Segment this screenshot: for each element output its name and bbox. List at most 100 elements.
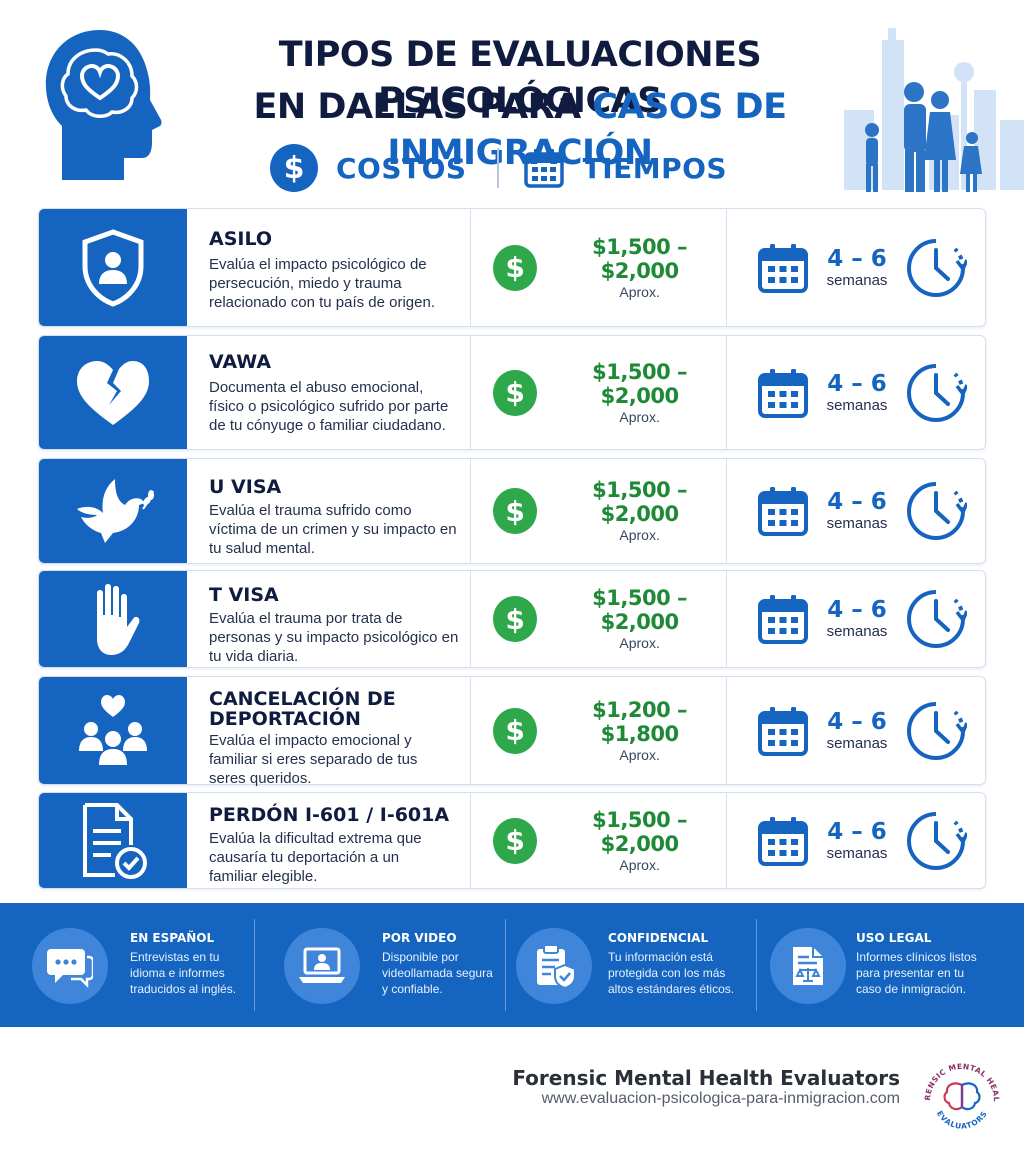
- clock-icon: [907, 482, 967, 540]
- calendar-icon: [758, 814, 808, 866]
- times-label: TIEMPOS: [582, 151, 728, 185]
- row-description: Evalúa el impacto emocional y familiar s…: [209, 732, 418, 787]
- time-range: 4 – 6: [827, 597, 887, 623]
- row-cost-column: $ $1,500 – $2,000 Aprox.: [471, 571, 727, 667]
- row-cost-column: $ $1,500 – $2,000 Aprox.: [471, 793, 727, 888]
- brand-url[interactable]: www.evaluacion-psicologica-para-inmigrac…: [541, 1090, 900, 1107]
- calendar-icon: [523, 149, 564, 188]
- brand-name: Forensic Mental Health Evaluators: [512, 1066, 900, 1090]
- broken-heart-icon: [77, 360, 149, 425]
- dove-icon: [77, 479, 154, 543]
- row-description: Evalúa el trauma por trata de personas y…: [209, 610, 459, 665]
- cost-range: $1,200 – $1,800: [592, 697, 688, 746]
- time-unit: semanas: [826, 396, 888, 414]
- divider: [496, 148, 499, 188]
- row-icon-box: [39, 336, 187, 449]
- evaluation-row-perdon-i601: PERDÓN I-601 / I-601A Evalúa la dificult…: [38, 792, 986, 889]
- feature-icon-circle: [284, 928, 360, 1004]
- dollar-icon: $: [493, 488, 538, 534]
- feature-uso-legal: USO LEGAL Informes clínicos listos para …: [736, 903, 986, 1027]
- row-time-column: 4 – 6 semanas: [727, 793, 985, 888]
- row-title-line1: CANCELACIÓN DE: [209, 688, 396, 710]
- row-description: Evalúa el trauma sufrido como víctima de…: [209, 502, 457, 557]
- feature-description: Tu información está protegida con los má…: [608, 950, 735, 996]
- row-cost-column: $ $1,500 – $2,000 Aprox.: [471, 336, 727, 449]
- cost-range: $1,500 – $2,000: [592, 807, 688, 856]
- stop-hand-icon: [97, 584, 140, 655]
- clock-icon: [907, 811, 967, 870]
- cost-range: $1,500 – $2,000: [592, 478, 688, 526]
- logo-text-top: FORENSIC MENTAL HEALTH: [916, 1055, 1001, 1102]
- page-title-line1: TIPOS DE EVALUACIONES PSICOLÓGICAS: [278, 35, 762, 121]
- feature-title: USO LEGAL: [856, 931, 932, 945]
- row-description: Evalúa la dificultad extrema que causarí…: [209, 830, 422, 885]
- brand-logo: FORENSIC MENTAL HEALTH EVALUATORS: [916, 1055, 1001, 1131]
- row-description: Documenta el abuso emocional, físico o p…: [209, 379, 449, 434]
- cost-range: $1,500 – $2,000: [592, 359, 688, 408]
- dollar-icon: $: [493, 596, 538, 642]
- time-range: 4 – 6: [827, 818, 887, 845]
- time-unit: semanas: [826, 844, 888, 862]
- cost-note: Aprox.: [619, 527, 660, 543]
- clipboard-shield-icon: [537, 944, 576, 989]
- calendar-icon: [758, 485, 808, 536]
- laptop-video-icon: [299, 947, 345, 983]
- feature-title: POR VIDEO: [382, 931, 457, 945]
- time-range: 4 – 6: [827, 489, 887, 515]
- row-time-column: 4 – 6 semanas: [727, 209, 985, 326]
- evaluation-row-cancelacion-deportacion: CANCELACIÓN DE DEPORTACIÓN Evalúa el imp…: [38, 676, 986, 787]
- evaluation-row-t-visa: T VISA Evalúa el trauma por trata de per…: [38, 570, 986, 668]
- chat-bubbles-icon: [47, 949, 93, 989]
- brain-heart-head-icon: [45, 30, 162, 180]
- row-icon-box: [39, 459, 187, 563]
- row-title: ASILO: [209, 228, 273, 250]
- row-description-column: VAWA Documenta el abuso emocional, físic…: [187, 336, 471, 449]
- time-unit: semanas: [826, 623, 888, 640]
- feature-icon-circle: [770, 928, 846, 1004]
- evaluation-row-u-visa: U VISA Evalúa el trauma sufrido como víc…: [38, 458, 986, 564]
- row-cost-column: $ $1,200 – $1,800 Aprox.: [471, 677, 727, 784]
- calendar-icon: [758, 593, 808, 644]
- cost-note: Aprox.: [619, 746, 660, 763]
- feature-icon-circle: [516, 928, 592, 1004]
- family-heart-icon: [79, 694, 147, 765]
- row-title-line2: DEPORTACIÓN: [209, 708, 361, 730]
- cost-note: Aprox.: [619, 856, 660, 873]
- row-time-column: 4 – 6 semanas: [727, 459, 985, 563]
- row-icon-box: [39, 793, 187, 888]
- feature-por-video: POR VIDEO Disponible por videollamada se…: [252, 903, 502, 1027]
- row-description-column: U VISA Evalúa el trauma sufrido como víc…: [187, 459, 471, 563]
- subheader: $ COSTOS TIEMPOS: [270, 142, 730, 194]
- header: TIPOS DE EVALUACIONES PSICOLÓGICAS EN DA…: [0, 0, 1024, 205]
- row-time-column: 4 – 6 semanas: [727, 336, 985, 449]
- svg-text:FORENSIC MENTAL HEALTH: FORENSIC MENTAL HEALTH: [916, 1055, 1001, 1102]
- time-unit: semanas: [826, 515, 888, 532]
- feature-title: EN ESPAÑOL: [130, 931, 215, 945]
- calendar-icon: [758, 704, 808, 756]
- title-accent: CASOS DE INMIGRACIÓN: [387, 87, 787, 173]
- legal-document-icon: [793, 947, 823, 985]
- cost-range: $1,500 – $2,000: [592, 234, 688, 283]
- dollar-icon: $: [493, 369, 538, 416]
- dollar-icon: $: [493, 707, 538, 754]
- svg-text:EVALUATORS: EVALUATORS: [935, 1109, 989, 1131]
- clock-icon: [907, 701, 967, 760]
- feature-title: CONFIDENCIAL: [608, 931, 709, 945]
- row-icon-box: [39, 677, 187, 784]
- dollar-icon: $: [270, 144, 318, 192]
- row-title: PERDÓN I-601 / I-601A: [209, 804, 450, 826]
- row-description-column: T VISA Evalúa el trauma por trata de per…: [187, 571, 471, 667]
- calendar-icon: [758, 366, 808, 418]
- calendar-icon: [758, 241, 808, 293]
- clock-icon: [907, 363, 967, 422]
- features-band: EN ESPAÑOL Entrevistas en tu idioma e in…: [0, 903, 1024, 1027]
- row-description-column: CANCELACIÓN DE DEPORTACIÓN Evalúa el imp…: [187, 677, 471, 787]
- row-description: Evalúa el impacto psicológico de persecu…: [209, 256, 435, 311]
- row-title: U VISA: [209, 476, 282, 498]
- time-range: 4 – 6: [827, 370, 887, 397]
- row-description-column: ASILO Evalúa el impacto psicológico de p…: [187, 209, 471, 326]
- evaluation-row-asilo: ASILO Evalúa el impacto psicológico de p…: [38, 208, 986, 327]
- dollar-icon: $: [493, 244, 538, 291]
- cost-note: Aprox.: [619, 408, 660, 425]
- cost-note: Aprox.: [619, 283, 660, 300]
